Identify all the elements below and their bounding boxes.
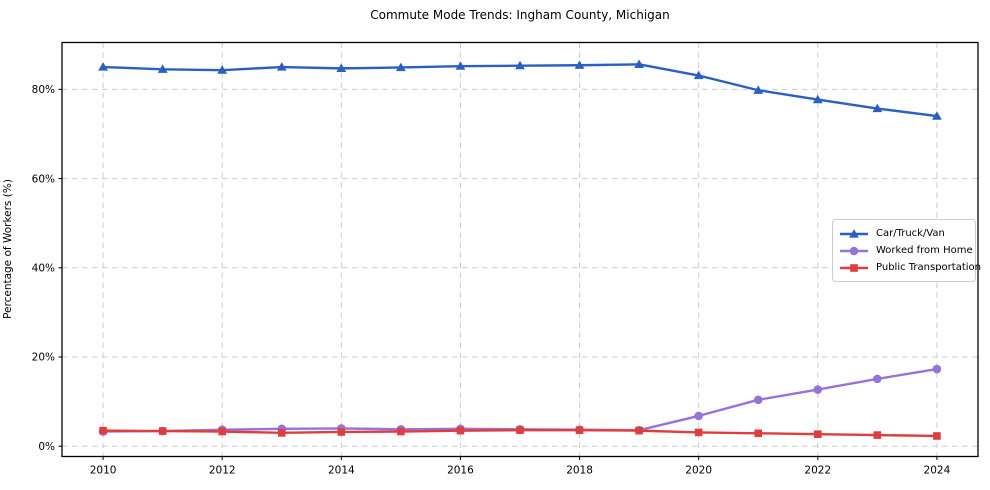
data-point [813,430,822,438]
data-point [849,246,859,255]
legend-line-circle-icon [840,246,868,255]
data-point [158,427,167,435]
data-point [277,429,286,437]
data-point [812,94,823,104]
data-point [873,374,882,384]
x-tick-label: 2022 [804,465,831,477]
data-point [98,62,108,71]
legend-label: Car/Truck/Van [876,228,945,239]
data-point [850,263,858,272]
data-point [849,228,859,238]
y-tick-label: 60% [32,173,55,185]
legend-label: Public Transportation [876,262,981,273]
data-point [813,385,823,394]
data-point [456,426,465,435]
legend-item-public-transportation: Public Transportation [839,259,981,276]
chart-title: Commute Mode Trends: Ingham County, Mich… [370,8,670,22]
data-point [515,60,525,70]
data-point [217,65,228,74]
series-line [103,367,938,433]
data-point [218,427,227,436]
y-tick-label: 0% [38,441,55,453]
data-point [516,426,524,434]
plot-frame [61,41,979,458]
y-tick-label: 20% [32,352,55,364]
data-point [932,364,942,374]
data-point [753,395,763,405]
series-public-transportation [99,426,941,440]
data-point [932,111,942,120]
series-car-truck-van [98,59,942,120]
x-tick-label: 2018 [566,465,593,477]
axis-ticks [58,88,938,460]
series-worked-from-home [98,364,942,436]
legend-item-car-truck-van: Car/Truck/Van [839,225,969,242]
gridlines [62,42,978,457]
x-tick-label: 2012 [209,465,236,477]
legend-line-triangle-icon [840,228,868,238]
x-tick-label: 2024 [924,465,951,477]
y-tick-label: 40% [32,262,55,274]
data-point [157,64,168,73]
legend-line-square-icon [840,263,868,272]
legend: Car/Truck/Van Worked from Home Public Tr… [832,219,981,282]
data-point [694,411,703,421]
data-point [336,63,347,72]
x-tick-label: 2016 [447,465,474,477]
legend-item-worked-from-home: Worked from Home [839,242,973,259]
data-point [873,431,882,439]
data-point [933,432,941,440]
x-tick-label: 2014 [328,465,355,477]
data-point [337,428,346,436]
data-point [693,70,704,80]
y-tick-label: 80% [32,84,55,96]
series-line [103,63,938,118]
data-point [397,427,405,436]
x-tick-label: 2020 [685,465,712,477]
data-point [99,426,107,435]
legend-label: Worked from Home [876,245,973,256]
data-point [635,426,643,435]
data-point [455,61,466,70]
data-point [753,85,764,94]
data-point [634,59,645,68]
data-point [872,103,883,113]
x-tick-labels: 2010 2012 2014 2016 2018 2020 2022 2024 [90,465,951,477]
data-point [276,62,287,71]
y-tick-labels: 0% 20% 40% 60% 80% [32,84,55,453]
data-point [574,60,585,69]
data-point [754,429,763,438]
data-point [395,62,406,72]
x-tick-label: 2010 [90,465,117,477]
data-point [694,428,703,437]
data-point [575,426,584,434]
